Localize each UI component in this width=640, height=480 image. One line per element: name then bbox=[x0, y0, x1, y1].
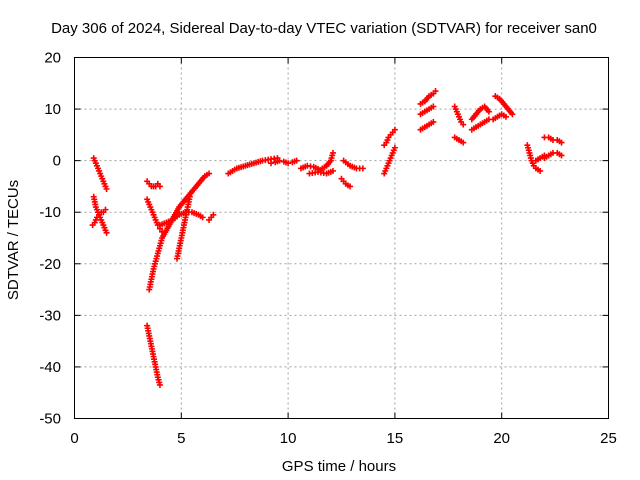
axis-ticks bbox=[74, 57, 609, 419]
series-arc-24 bbox=[468, 103, 492, 123]
x-tick-label: 0 bbox=[70, 430, 78, 447]
data-point bbox=[460, 139, 467, 146]
series-arc-25 bbox=[468, 116, 492, 133]
data-point bbox=[537, 167, 544, 174]
data-point bbox=[558, 152, 565, 159]
y-tick-labels: 20 10 0 -10 -20 -30 -40 -50 bbox=[39, 50, 61, 428]
series-arc-13 bbox=[297, 149, 336, 173]
x-tick-labels: 0 5 10 15 20 25 bbox=[70, 430, 617, 447]
x-tick-label: 15 bbox=[387, 430, 404, 447]
y-tick-label: -40 bbox=[39, 359, 61, 376]
series-arc-21 bbox=[417, 103, 437, 118]
y-tick-label: -50 bbox=[39, 411, 61, 428]
chart-title: Day 306 of 2024, Sidereal Day-to-day VTE… bbox=[51, 20, 597, 37]
data-point bbox=[285, 160, 292, 167]
data-point bbox=[156, 183, 163, 190]
data-point bbox=[558, 139, 565, 146]
data-point bbox=[156, 381, 163, 388]
series-arc-9 bbox=[174, 193, 193, 262]
series-arc-14 bbox=[306, 167, 336, 177]
series-arc-19 bbox=[417, 88, 439, 107]
data-point bbox=[460, 121, 467, 128]
series-arc-11 bbox=[225, 155, 281, 177]
data-point bbox=[430, 118, 437, 125]
data-point bbox=[432, 88, 439, 95]
data-point bbox=[485, 108, 492, 115]
series-arc-7 bbox=[144, 322, 163, 388]
data-point bbox=[329, 167, 336, 174]
series-arc-1 bbox=[90, 155, 110, 193]
series-arc-28 bbox=[524, 142, 544, 174]
data-point bbox=[186, 193, 193, 200]
data-point bbox=[210, 211, 217, 218]
data-point bbox=[268, 160, 275, 167]
x-axis-label: GPS time / hours bbox=[282, 458, 396, 475]
series-arc-30 bbox=[541, 134, 565, 146]
series-arc-16 bbox=[340, 157, 366, 172]
series-arc-27 bbox=[490, 111, 509, 123]
series-arc-20 bbox=[417, 118, 437, 133]
series-arc-15 bbox=[338, 175, 354, 190]
series-arc-31 bbox=[541, 149, 565, 162]
series-arc-3 bbox=[89, 206, 109, 229]
y-axis-label: SDTVAR / TECUs bbox=[5, 180, 22, 300]
series-arc-26 bbox=[492, 93, 516, 118]
y-tick-label: 0 bbox=[53, 153, 61, 170]
series-arc-10 bbox=[206, 211, 217, 223]
data-points bbox=[89, 88, 565, 388]
data-point bbox=[347, 183, 354, 190]
data-point bbox=[293, 157, 300, 164]
data-point bbox=[430, 103, 437, 110]
series-arc-6 bbox=[146, 170, 213, 293]
data-point bbox=[103, 186, 110, 193]
data-point bbox=[199, 214, 206, 221]
data-point bbox=[102, 206, 109, 213]
y-tick-label: 20 bbox=[44, 50, 61, 67]
x-tick-label: 20 bbox=[493, 430, 510, 447]
data-point bbox=[206, 170, 213, 177]
data-point bbox=[103, 229, 110, 236]
y-tick-label: -30 bbox=[39, 307, 61, 324]
x-tick-label: 25 bbox=[600, 430, 617, 447]
data-point bbox=[509, 111, 516, 118]
data-point bbox=[502, 113, 509, 120]
series-arc-23 bbox=[451, 134, 467, 146]
series-arc-5 bbox=[144, 196, 166, 235]
y-tick-label: -20 bbox=[39, 256, 61, 273]
x-tick-label: 5 bbox=[177, 430, 185, 447]
series-arc-12 bbox=[268, 157, 300, 167]
series-arc-22 bbox=[451, 103, 467, 128]
series-arc-18 bbox=[381, 126, 398, 149]
data-point bbox=[359, 165, 366, 172]
data-point bbox=[329, 149, 336, 156]
series-arc-4 bbox=[144, 178, 163, 190]
data-point bbox=[391, 144, 398, 151]
x-tick-label: 10 bbox=[280, 430, 297, 447]
grid-lines bbox=[74, 57, 609, 419]
y-tick-label: -10 bbox=[39, 204, 61, 221]
plot-frame bbox=[74, 57, 609, 419]
data-point bbox=[276, 157, 283, 164]
data-point bbox=[391, 126, 398, 133]
y-tick-label: 10 bbox=[44, 101, 61, 118]
series-arc-17 bbox=[381, 144, 398, 177]
